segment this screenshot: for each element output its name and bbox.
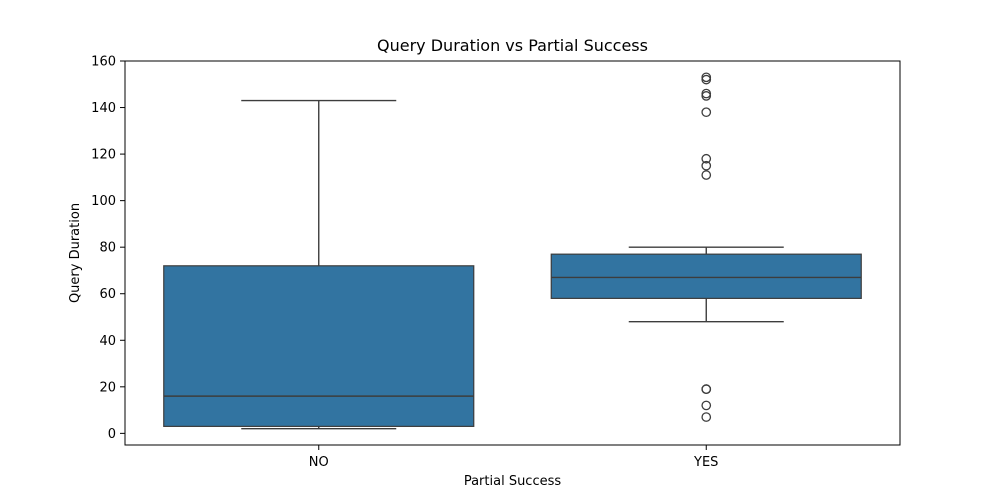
y-tick-label: 0 xyxy=(108,427,116,442)
plot-area xyxy=(163,72,862,430)
y-tick-label: 60 xyxy=(99,287,116,302)
y-tick-label: 40 xyxy=(99,334,116,349)
y-tick-label: 160 xyxy=(91,55,116,70)
outlier-point xyxy=(701,384,712,394)
outlier-point xyxy=(701,72,712,83)
outlier-point xyxy=(701,412,712,422)
y-tick-label: 120 xyxy=(91,148,116,163)
iqr-box xyxy=(163,265,475,427)
outlier-point xyxy=(701,107,712,118)
y-axis: 0 20 40 60 80 100 120 140 160 xyxy=(91,55,125,442)
y-tick-label: 80 xyxy=(99,241,116,256)
x-tick-label: YES xyxy=(693,455,718,470)
y-tick-label: 20 xyxy=(99,380,116,395)
chart-title: Query Duration vs Partial Success xyxy=(377,36,648,55)
y-tick-label: 100 xyxy=(91,194,116,209)
box-group-yes xyxy=(550,72,862,422)
outlier-point xyxy=(701,170,712,180)
box-group-no xyxy=(163,99,475,430)
x-axis: NO YES xyxy=(309,445,718,470)
y-axis-label: Query Duration xyxy=(68,203,83,303)
outlier-point xyxy=(701,400,712,411)
iqr-box xyxy=(550,253,862,299)
outlier-point xyxy=(701,160,712,171)
x-axis-label: Partial Success xyxy=(464,474,562,489)
x-tick-label: NO xyxy=(309,455,329,470)
plot-frame xyxy=(124,60,901,446)
y-tick-label: 140 xyxy=(91,101,116,116)
outlier-point xyxy=(701,88,712,99)
outlier-point xyxy=(701,153,712,164)
